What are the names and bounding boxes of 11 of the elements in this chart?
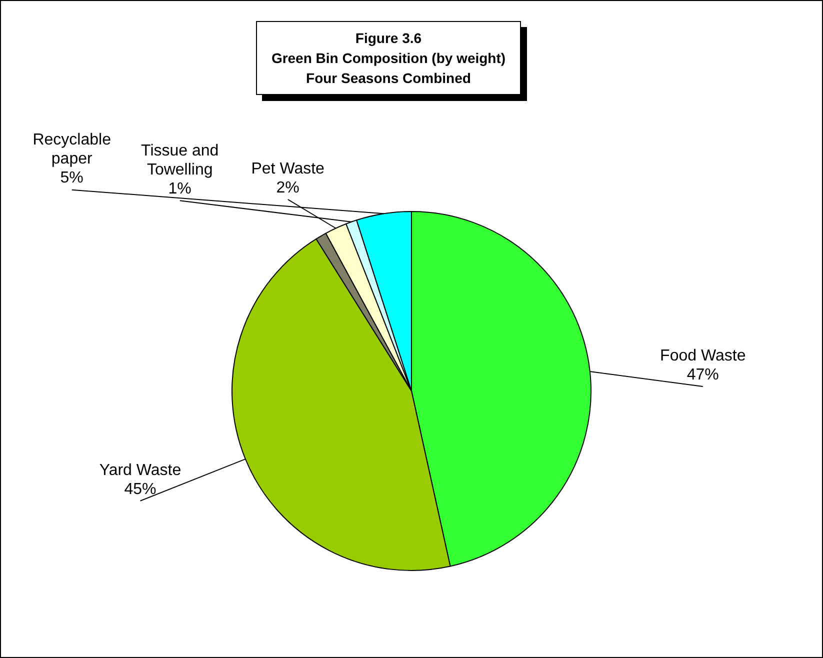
data-label: 2% [276,179,300,196]
slice-label: Recyclable paper [32,132,112,168]
data-label: 5% [60,170,84,187]
slice-label: Yard Waste [99,462,182,479]
slice-label: Food Waste [660,347,746,364]
data-label: 1% [168,180,192,198]
chart-title: Figure 3.6 Green Bin Composition (by weight) Four Seasons Combined [256,21,521,95]
slice-label: Tissue and Towelling [141,142,219,178]
data-label: 45% [124,480,156,498]
data-label: 47% [686,366,719,384]
slice-label: Pet Waste [251,160,325,178]
